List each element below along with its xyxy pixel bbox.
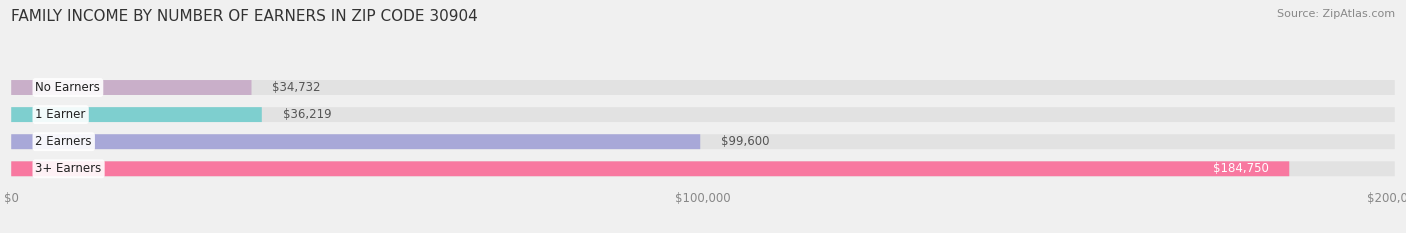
- Text: $34,732: $34,732: [273, 81, 321, 94]
- FancyBboxPatch shape: [11, 107, 1395, 122]
- FancyBboxPatch shape: [11, 161, 1395, 176]
- Text: 3+ Earners: 3+ Earners: [35, 162, 101, 175]
- Text: $36,219: $36,219: [283, 108, 332, 121]
- Text: FAMILY INCOME BY NUMBER OF EARNERS IN ZIP CODE 30904: FAMILY INCOME BY NUMBER OF EARNERS IN ZI…: [11, 9, 478, 24]
- Text: 2 Earners: 2 Earners: [35, 135, 91, 148]
- FancyBboxPatch shape: [11, 134, 700, 149]
- FancyBboxPatch shape: [11, 161, 1289, 176]
- FancyBboxPatch shape: [11, 80, 252, 95]
- FancyBboxPatch shape: [11, 107, 262, 122]
- FancyBboxPatch shape: [11, 80, 1395, 95]
- Text: $184,750: $184,750: [1212, 162, 1268, 175]
- Text: No Earners: No Earners: [35, 81, 100, 94]
- Text: Source: ZipAtlas.com: Source: ZipAtlas.com: [1277, 9, 1395, 19]
- Text: $99,600: $99,600: [721, 135, 769, 148]
- FancyBboxPatch shape: [11, 134, 1395, 149]
- Text: 1 Earner: 1 Earner: [35, 108, 86, 121]
